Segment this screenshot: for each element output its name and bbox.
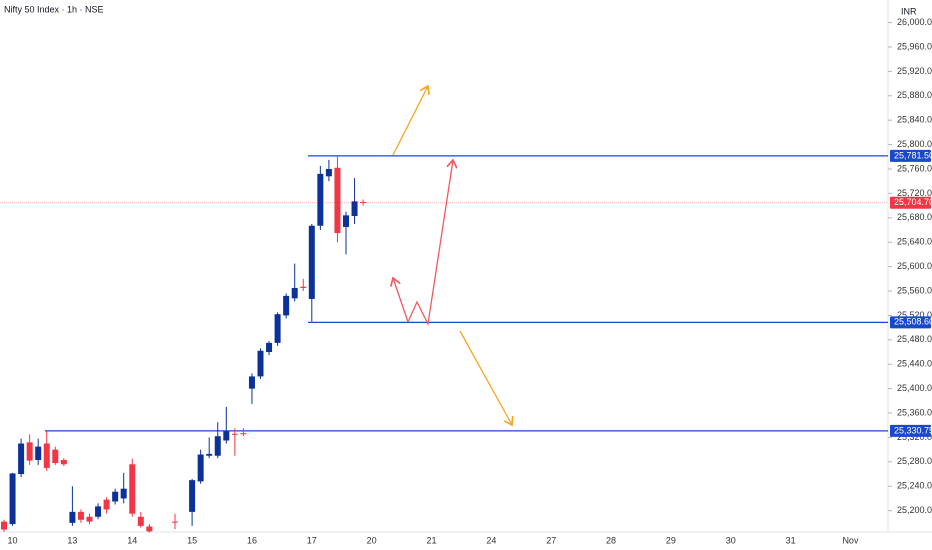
candle-body <box>308 225 315 299</box>
y-tick-label: 25,800.00 <box>897 139 932 149</box>
level-label: 25,781.50 <box>894 150 932 160</box>
arrow-down <box>459 330 512 425</box>
candle-body <box>283 295 290 316</box>
candle-body <box>137 516 144 526</box>
arrow-up <box>392 86 428 156</box>
y-tick-label: 25,360.00 <box>897 407 932 417</box>
y-tick-label: 25,720.00 <box>897 188 932 198</box>
candle-body <box>231 433 238 435</box>
candle-body <box>206 453 213 456</box>
candle-body <box>240 433 247 435</box>
currency: INR <box>901 6 917 16</box>
y-tick-label: 25,280.00 <box>897 456 932 466</box>
candle-body <box>334 167 341 234</box>
arrow-rebound <box>407 160 453 327</box>
x-tick-label: 17 <box>307 535 317 545</box>
candle-body <box>248 376 255 389</box>
candle-body <box>35 446 42 461</box>
candle-body <box>266 342 273 353</box>
chart-title: Nifty 50 Index · 1h · NSE <box>4 4 104 14</box>
candle-body <box>291 287 298 299</box>
candle-body <box>69 511 76 523</box>
x-tick-label: 24 <box>486 535 496 545</box>
candle-body <box>95 506 102 517</box>
candle-body <box>189 480 196 512</box>
x-tick-label: 27 <box>546 535 556 545</box>
y-tick-label: 25,480.00 <box>897 334 932 344</box>
candle-body <box>60 460 67 465</box>
candle-body <box>223 431 230 441</box>
candle-body <box>52 449 59 464</box>
y-tick-label: 25,840.00 <box>897 115 932 125</box>
candle-body <box>214 436 221 456</box>
candle-body <box>360 201 367 203</box>
x-tick-label: 21 <box>426 535 436 545</box>
level-label: 25,508.60 <box>894 317 932 327</box>
x-tick-label: 28 <box>606 535 616 545</box>
candle-body <box>325 168 332 177</box>
y-tick-label: 25,440.00 <box>897 359 932 369</box>
candle-body <box>317 173 324 226</box>
x-tick-label: 16 <box>247 535 257 545</box>
candle-body <box>43 443 50 468</box>
candle-body <box>197 454 204 482</box>
y-tick-label: 25,760.00 <box>897 163 932 173</box>
candle-body <box>86 516 93 522</box>
y-tick-label: 25,560.00 <box>897 285 932 295</box>
candle-body <box>146 526 153 532</box>
x-tick-label: 31 <box>786 535 796 545</box>
x-tick-label: 20 <box>367 535 377 545</box>
last-price-box <box>890 196 931 209</box>
y-tick-label: 25,240.00 <box>897 481 932 491</box>
candle-body <box>103 499 110 510</box>
last-price-label: 25,704.70 <box>894 197 932 207</box>
x-tick-label: 10 <box>8 535 18 545</box>
level-label: 25,330.75 <box>894 425 932 435</box>
y-tick-label: 26,000.00 <box>897 17 932 27</box>
candle-body <box>77 511 84 520</box>
candle-body <box>18 443 25 475</box>
candle-body <box>274 314 281 343</box>
candle-body <box>257 350 264 377</box>
y-tick-label: 25,920.00 <box>897 66 932 76</box>
candle-body <box>9 473 16 525</box>
candle-body <box>1 521 7 530</box>
arrow-pullback <box>393 278 409 323</box>
y-tick-label: 25,960.00 <box>897 41 932 51</box>
x-tick-label: 29 <box>666 535 676 545</box>
level-label-box <box>890 316 931 329</box>
x-tick-label: 14 <box>127 535 137 545</box>
candle-body <box>300 286 307 288</box>
candle-body <box>120 488 127 499</box>
candle-body <box>172 521 178 523</box>
x-tick-label: 13 <box>67 535 77 545</box>
plot: 25,200.0025,240.0025,280.0025,320.0025,3… <box>0 17 932 545</box>
x-tick-label: Nov <box>842 535 859 545</box>
y-tick-label: 25,520.00 <box>897 310 932 320</box>
x-tick-label: 15 <box>187 535 197 545</box>
candle-body <box>343 215 349 227</box>
y-tick-label: 25,680.00 <box>897 212 932 222</box>
candle-body <box>112 491 119 502</box>
candle-body <box>129 464 136 514</box>
y-tick-label: 25,600.00 <box>897 261 932 271</box>
x-tick-label: 30 <box>726 535 736 545</box>
level-label-box <box>890 424 931 437</box>
y-tick-label: 25,400.00 <box>897 383 932 393</box>
y-tick-label: 25,880.00 <box>897 90 932 100</box>
candle-body <box>26 442 33 461</box>
y-tick-label: 25,640.00 <box>897 237 932 247</box>
candle-body <box>351 201 358 216</box>
level-label-box <box>890 149 931 162</box>
y-tick-label: 25,200.00 <box>897 505 932 515</box>
